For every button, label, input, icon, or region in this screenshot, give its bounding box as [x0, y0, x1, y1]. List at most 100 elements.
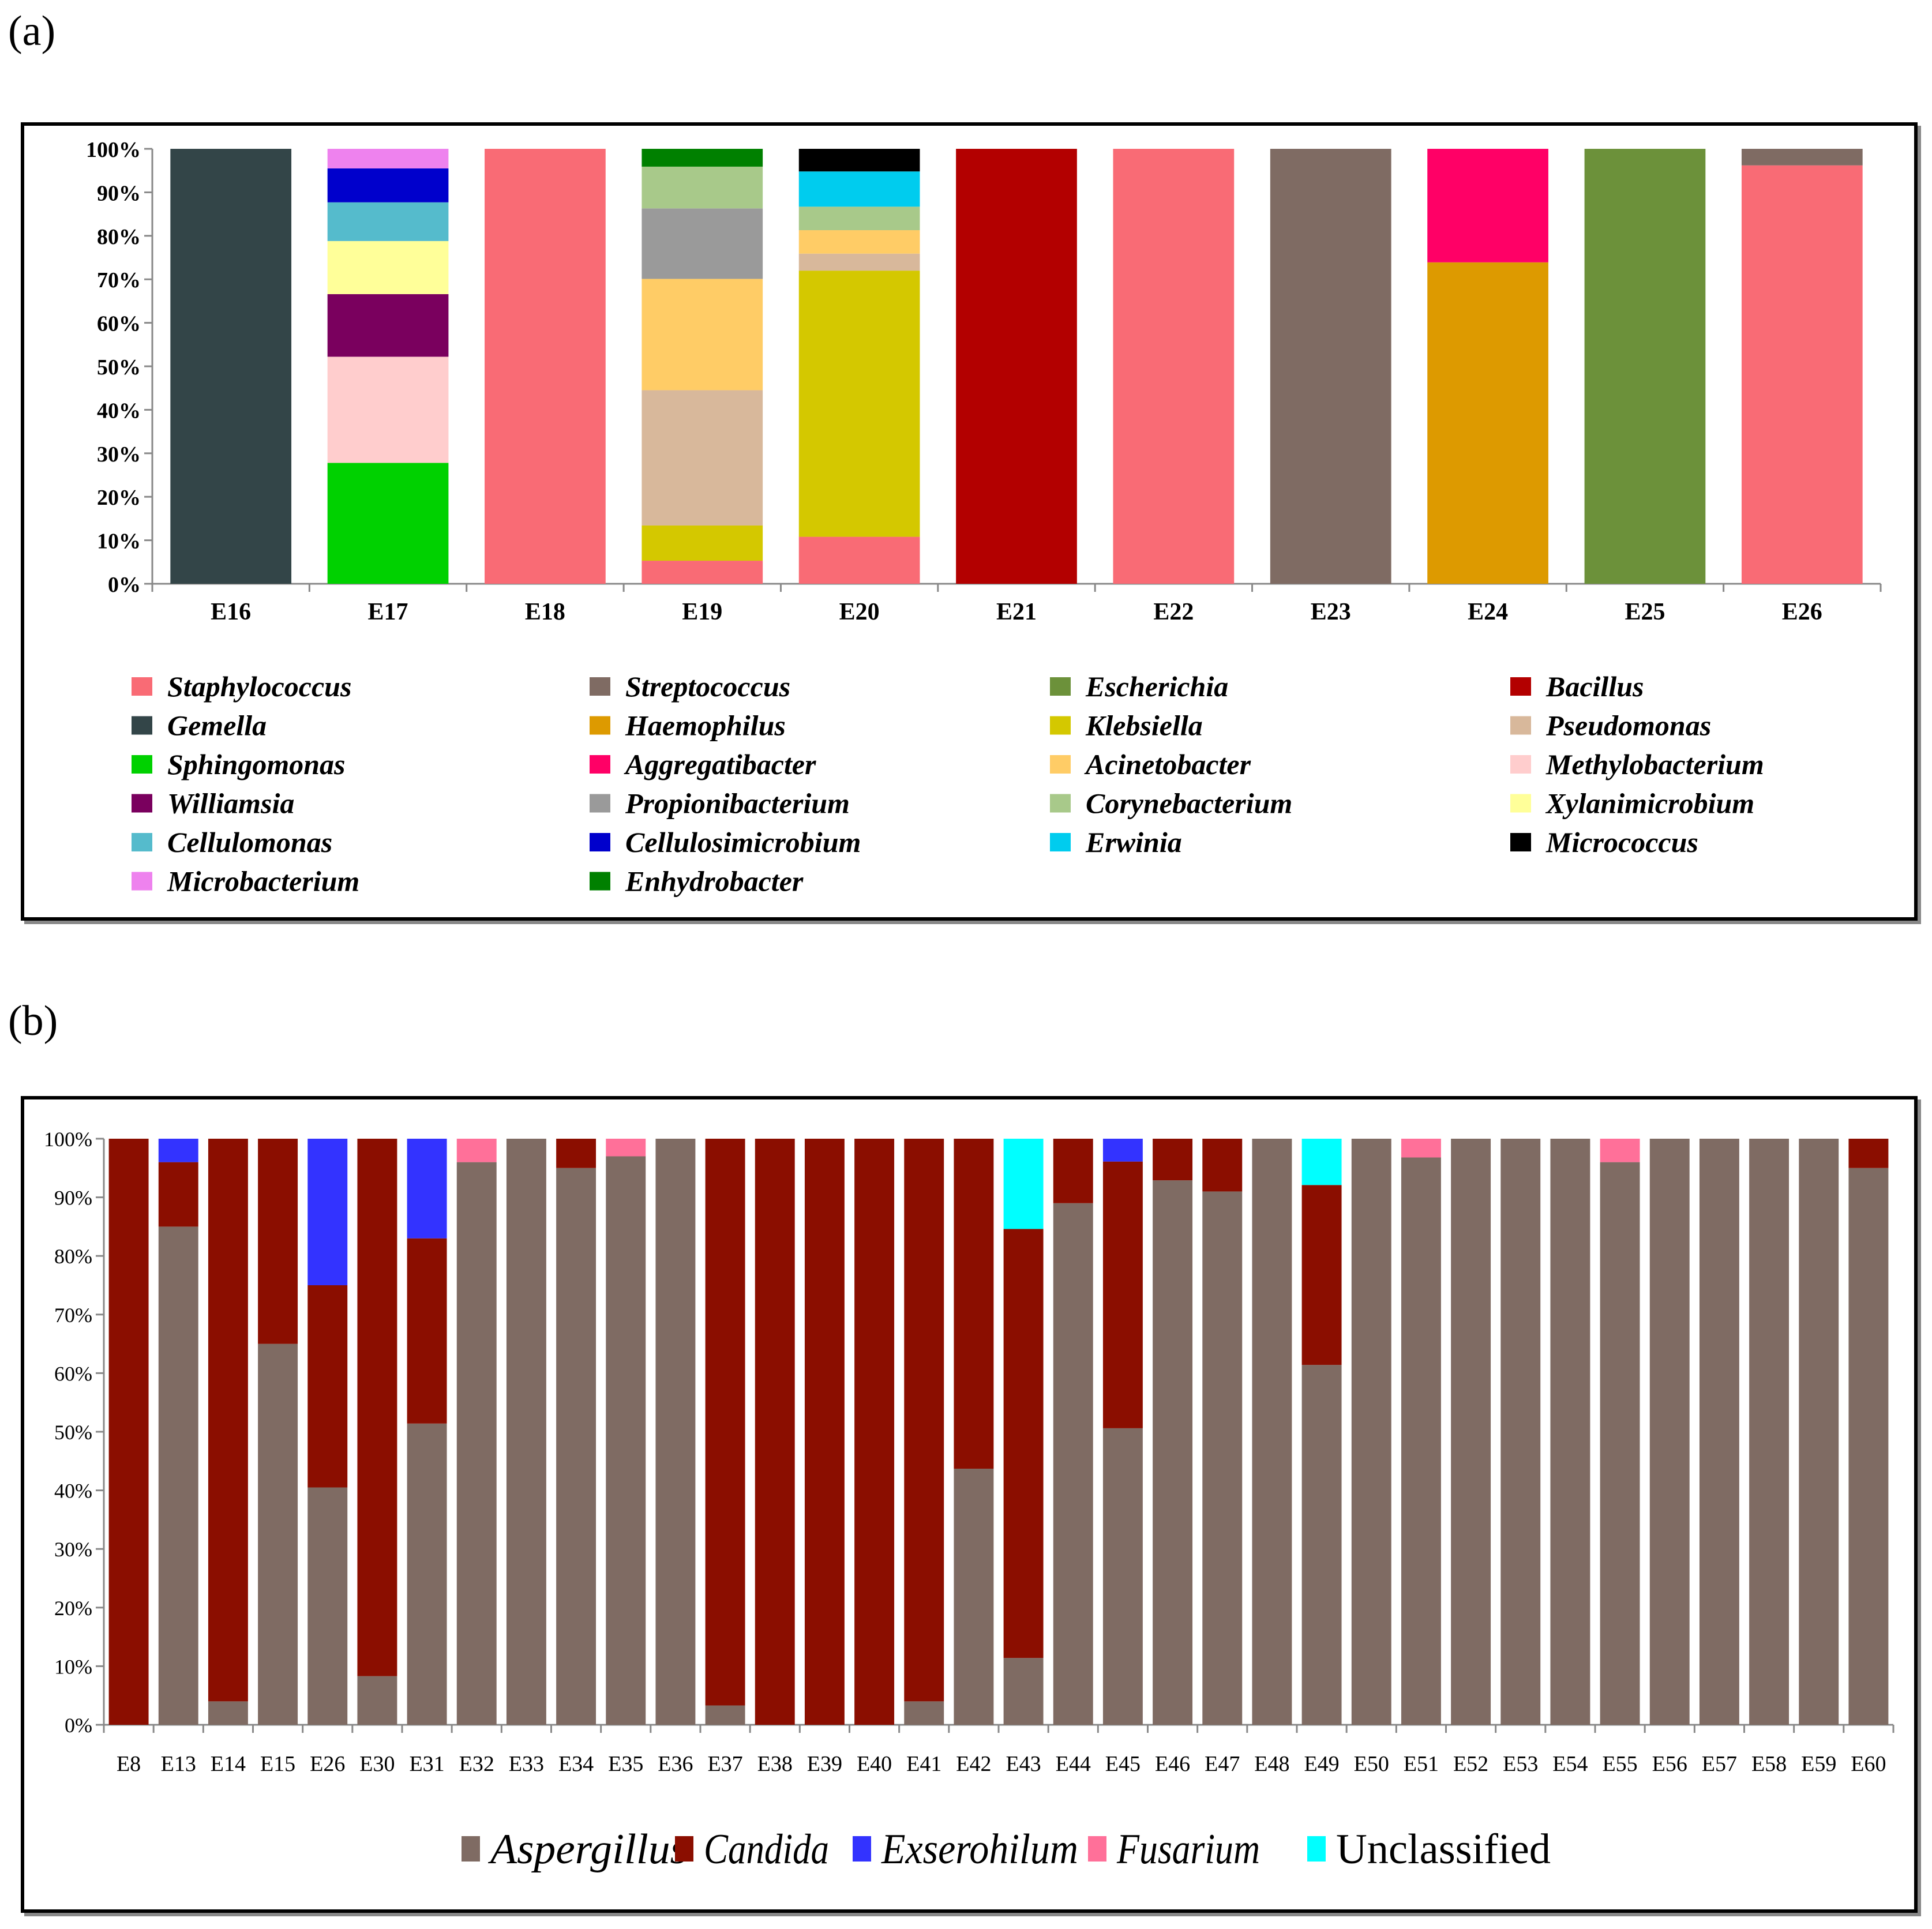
chart-b-x-tick-label-e49: E49 — [1304, 1752, 1339, 1776]
chart-b-bar-e48-aspergillus — [1252, 1139, 1292, 1725]
chart-a-y-tick-label: 80% — [97, 225, 141, 249]
chart-b-x-tick-label-e51: E51 — [1404, 1752, 1439, 1776]
chart-a-legend-swatch-escherichia — [1050, 677, 1071, 696]
chart-b-bar-e52-aspergillus — [1451, 1139, 1491, 1725]
chart-a-legend-label-escherichia: Escherichia — [1085, 670, 1228, 703]
chart-a-legend-swatch-staphylococcus — [132, 677, 152, 696]
chart-b-bar-e13-aspergillus — [158, 1226, 198, 1725]
panel-b-label: (b) — [8, 997, 58, 1045]
chart-b-bar-e26-candida — [307, 1285, 348, 1488]
chart-b-x-tick-label-e42: E42 — [956, 1752, 991, 1776]
chart-b-legend-swatch-candida — [675, 1836, 693, 1862]
chart-a-bar-e18-staphylococcus — [485, 149, 606, 584]
chart-b-x-tick-label-e34: E34 — [558, 1752, 594, 1776]
chart-a-legend-swatch-williamsia — [132, 794, 152, 813]
chart-a-legend-swatch-sphingomonas — [132, 755, 152, 774]
chart-a-legend-label-staphylococcus: Staphylococcus — [167, 670, 351, 703]
chart-b-bar-e35-aspergillus — [606, 1156, 646, 1725]
chart-a-bar-e19-acinetobacter — [642, 279, 763, 391]
chart-b-x-tick-label-e59: E59 — [1801, 1752, 1836, 1776]
chart-a-legend-label-haemophilus: Haemophilus — [625, 710, 786, 742]
chart-b-bar-e26-aspergillus — [307, 1487, 348, 1725]
chart-a-bar-e17-cellulosimicrobium — [327, 168, 449, 202]
chart-a-legend-label-micrococcus: Micrococcus — [1545, 826, 1698, 858]
chart-b-bar-e42-candida — [954, 1139, 994, 1469]
chart-a-legend-swatch-micrococcus — [1510, 833, 1531, 851]
chart-a-x-tick-label-e20: E20 — [839, 599, 880, 625]
chart-b-y-tick-label: 70% — [54, 1304, 92, 1327]
chart-a-legend-label-methylobacterium: Methylobacterium — [1545, 748, 1764, 780]
chart-a-y-tick-label: 70% — [97, 268, 141, 292]
chart-a-bar-e20-acinetobacter — [798, 230, 920, 254]
chart-b-bar-e57-aspergillus — [1699, 1139, 1739, 1725]
chart-a-bar-e26-streptococcus — [1741, 149, 1863, 166]
chart-a-y-tick-label: 10% — [97, 530, 141, 554]
chart-a-bar-e20-micrococcus — [798, 149, 920, 172]
chart-a-legend-label-propionibacterium: Propionibacterium — [625, 787, 850, 820]
chart-b-bar-e32-aspergillus — [456, 1162, 497, 1725]
chart-b-bar-e32-fusarium — [456, 1139, 497, 1162]
chart-a-legend-swatch-erwinia — [1050, 833, 1071, 851]
chart-a-bar-e19-staphylococcus — [642, 561, 763, 584]
chart-b-x-tick-label-e58: E58 — [1751, 1752, 1787, 1776]
chart-b-bar-e14-aspergillus — [208, 1701, 248, 1725]
chart-b-bar-e54-aspergillus — [1550, 1139, 1590, 1725]
chart-b-bar-e46-aspergillus — [1153, 1180, 1193, 1725]
chart-b-bar-e30-aspergillus — [357, 1676, 397, 1725]
chart-a-legend-swatch-propionibacterium — [590, 794, 610, 813]
chart-b-bar-e55-aspergillus — [1600, 1162, 1640, 1725]
chart-b-x-tick-label-e57: E57 — [1702, 1752, 1737, 1776]
chart-b-bar-e49-candida — [1301, 1185, 1342, 1365]
chart-b-x-tick-label-e55: E55 — [1602, 1752, 1637, 1776]
chart-a-bar-e20-corynebacterium — [798, 207, 920, 230]
chart-a-legend-label-cellulomonas: Cellulomonas — [167, 826, 332, 858]
chart-a-bar-e16-gemella — [170, 149, 292, 584]
chart-a-legend-swatch-xylanimicrobium — [1510, 794, 1531, 813]
chart-b-bar-e26-exserohilum — [307, 1139, 348, 1285]
chart-a-legend-swatch-bacillus — [1510, 677, 1531, 696]
chart-a-bar-e20-staphylococcus — [798, 536, 920, 584]
chart-a-legend-label-enhydrobacter: Enhydrobacter — [625, 865, 804, 898]
chart-b-x-tick-label-e39: E39 — [807, 1752, 842, 1776]
chart-b-x-tick-label-e44: E44 — [1056, 1752, 1091, 1776]
chart-b-bar-e31-aspergillus — [407, 1423, 447, 1725]
chart-a-legend-label-cellulosimicrobium: Cellulosimicrobium — [625, 826, 861, 858]
chart-b-bar-e33-aspergillus — [506, 1139, 546, 1725]
chart-b-bar-e37-aspergillus — [705, 1705, 745, 1725]
chart-b-bar-e13-candida — [158, 1162, 198, 1227]
chart-b-bar-e43-unclassified — [1003, 1139, 1044, 1229]
chart-a-legend-swatch-corynebacterium — [1050, 794, 1071, 813]
chart-a-y-tick-label: 60% — [97, 312, 141, 336]
chart-b-x-tick-label-e38: E38 — [757, 1752, 793, 1776]
chart-b-bar-e34-aspergillus — [556, 1168, 597, 1725]
chart-b-bar-e60-aspergillus — [1848, 1168, 1889, 1725]
chart-a-legend-swatch-haemophilus — [590, 716, 610, 735]
chart-b-x-tick-label-e56: E56 — [1652, 1752, 1687, 1776]
chart-a-bar-e20-klebsiella — [798, 271, 920, 537]
chart-b-x-tick-label-e60: E60 — [1851, 1752, 1886, 1776]
chart-a-x-tick-label-e25: E25 — [1625, 599, 1665, 625]
chart-a-x-tick-label-e17: E17 — [368, 599, 408, 625]
chart-a-legend-swatch-klebsiella — [1050, 716, 1071, 735]
chart-a-legend-label-acinetobacter: Acinetobacter — [1084, 748, 1251, 780]
chart-a-legend-label-erwinia: Erwinia — [1085, 826, 1182, 858]
chart-a-y-tick-label: 0% — [108, 573, 141, 597]
chart-b-bar-e31-exserohilum — [407, 1139, 447, 1239]
chart-b-bar-e59-aspergillus — [1799, 1139, 1839, 1725]
chart-a-legend-swatch-cellulosimicrobium — [590, 833, 610, 851]
chart-a-legend-label-corynebacterium: Corynebacterium — [1086, 787, 1292, 820]
chart-a-x-tick-label-e23: E23 — [1311, 599, 1351, 625]
chart-a-x-tick-label-e22: E22 — [1153, 599, 1194, 625]
chart-b-x-tick-label-e53: E53 — [1503, 1752, 1538, 1776]
chart-b-bar-e47-aspergillus — [1202, 1191, 1243, 1725]
chart-b-bar-e60-candida — [1848, 1139, 1889, 1168]
chart-b-x-tick-label-e26: E26 — [310, 1752, 345, 1776]
chart-b-y-tick-label: 0% — [65, 1714, 92, 1737]
chart-b-legend-label-candida: Candida — [704, 1826, 829, 1873]
chart-b-x-tick-label-e33: E33 — [509, 1752, 544, 1776]
chart-b-bar-e53-aspergillus — [1500, 1139, 1541, 1725]
chart-b-x-tick-label-e8: E8 — [117, 1752, 141, 1776]
chart-a-legend-swatch-cellulomonas — [132, 833, 152, 851]
chart-b-legend-label-unclassified: Unclassified — [1336, 1826, 1551, 1873]
